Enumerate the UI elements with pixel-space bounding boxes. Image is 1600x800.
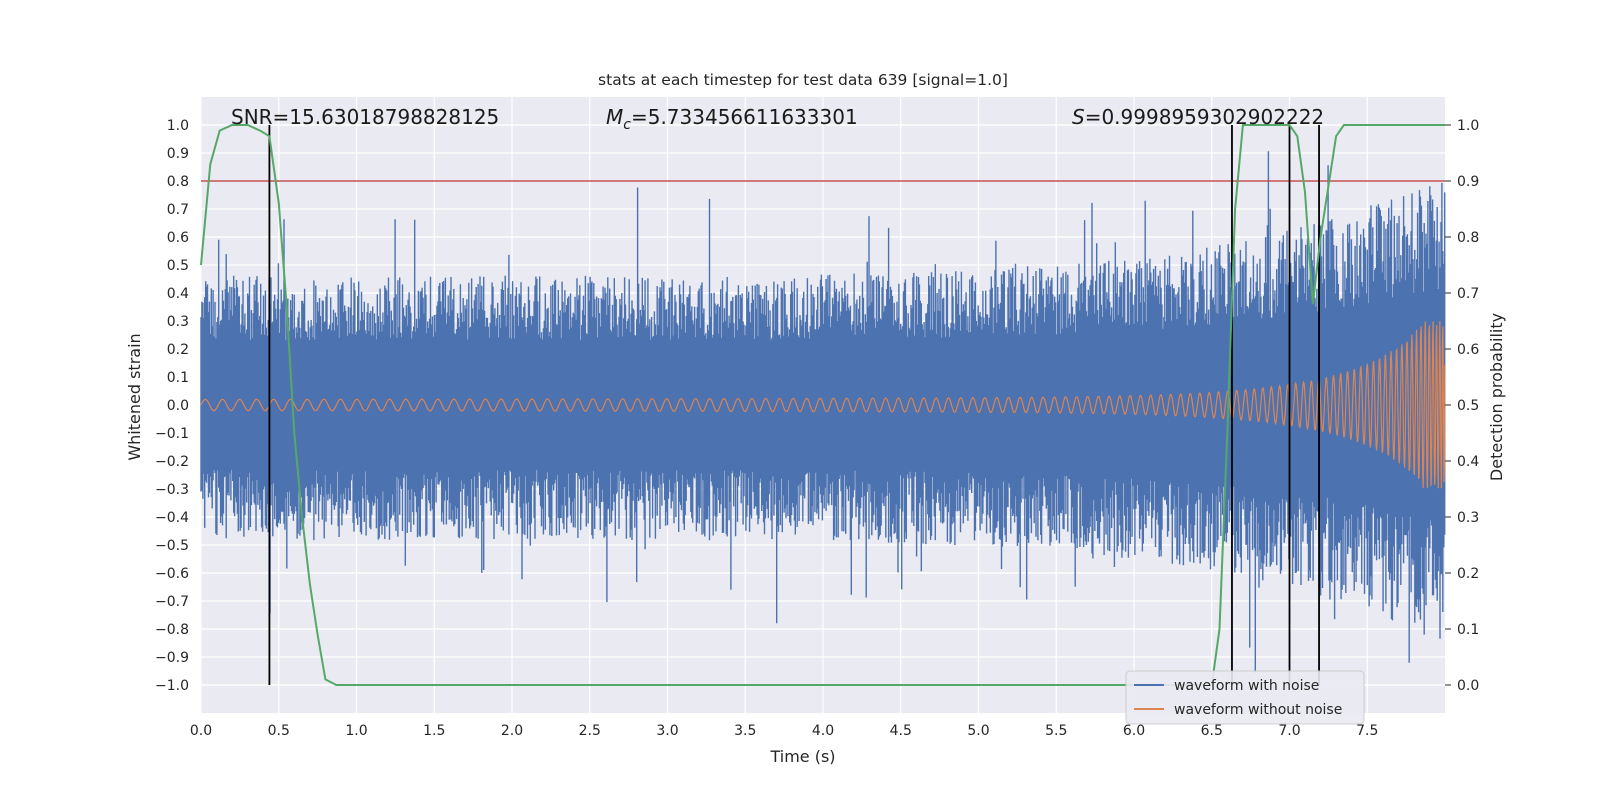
- y-tick-label: 0.1: [167, 370, 189, 386]
- chart-title: stats at each timestep for test data 639…: [598, 71, 1008, 89]
- x-tick-label: 6.5: [1201, 723, 1223, 739]
- y2-tick-labels: 1.0 0.9 0.8 0.7 0.6 0.5 0.4 0.3 0.2 0.1 0.0: [1445, 118, 1479, 694]
- x-tick-label: 6.0: [1123, 723, 1145, 739]
- y2-tick-label: 0.9: [1457, 174, 1479, 190]
- chirp-trace: [200, 321, 1446, 489]
- snr-annotation: SNR=15.63018798828125: [231, 105, 499, 129]
- chirp-mass-symbol: M: [606, 105, 623, 129]
- y-tick-labels: 1.0 0.9 0.8 0.7 0.6 0.5 0.4 0.3 0.2 0.1 0.0 −0.1 −0.…: [155, 118, 189, 694]
- legend: waveform with noise waveform without noi…: [1125, 670, 1365, 725]
- y-tick-label: −0.6: [155, 566, 189, 582]
- y-tick-label: −0.5: [155, 538, 189, 554]
- marker-vertical-lines: [268, 125, 1320, 685]
- y2-tick-label: 0.0: [1457, 678, 1479, 694]
- x-tick-label: 1.0: [345, 723, 367, 739]
- chirp-mass-annotation: Mc=5.733456611633301: [606, 105, 858, 133]
- y-tick-label: 0.2: [167, 342, 189, 358]
- x-tick-label: 2.0: [501, 723, 523, 739]
- y-axis-label: Whitened strain: [125, 333, 144, 460]
- y-tick-label: −1.0: [155, 678, 189, 694]
- x-tick-label: 5.0: [967, 723, 989, 739]
- chirp-mass-value: =5.733456611633301: [631, 105, 858, 129]
- y-tick-label: −0.8: [155, 622, 189, 638]
- y-tick-label: 0.5: [167, 258, 189, 274]
- x-tick-label: 3.0: [656, 723, 678, 739]
- series-waveform-without-noise: [200, 321, 1446, 489]
- score-annotation: S=0.9998959302902222: [1072, 105, 1324, 129]
- y-tick-label: −0.4: [155, 510, 189, 526]
- y2-tick-label: 1.0: [1457, 118, 1479, 134]
- y-tick-label: 0.8: [167, 174, 189, 190]
- x-tick-label: 4.5: [890, 723, 912, 739]
- y-tick-label: 0.4: [167, 286, 189, 302]
- series-detection-probability: [200, 124, 1445, 686]
- y-tick-label: 0.3: [167, 314, 189, 330]
- y-tick-label: 0.0: [167, 398, 189, 414]
- x-tick-label: 3.5: [734, 723, 756, 739]
- y-tick-label: −0.7: [155, 594, 189, 610]
- y-tick-label: 0.6: [167, 230, 189, 246]
- y2-tick-label: 0.5: [1457, 398, 1479, 414]
- x-tick-label: 7.5: [1356, 723, 1378, 739]
- y2-tick-label: 0.4: [1457, 454, 1479, 470]
- x-tick-labels: 0.0 0.5 1.0 1.5 2.0 2.5 3.0 3.5 4.0 4.5 5.0 5.5 6.0 6…: [190, 723, 1379, 739]
- y-tick-label: 1.0: [167, 118, 189, 134]
- x-tick-label: 4.0: [812, 723, 834, 739]
- legend-box: [1125, 670, 1365, 725]
- x-tick-label: 0.0: [190, 723, 212, 739]
- legend-label-noise: waveform with noise: [1174, 678, 1319, 694]
- y2-tick-label: 0.2: [1457, 566, 1479, 582]
- y-tick-label: 0.9: [167, 146, 189, 162]
- score-value: =0.9998959302902222: [1085, 105, 1324, 129]
- y2-tick-label: 0.8: [1457, 230, 1479, 246]
- y-tick-label: −0.3: [155, 482, 189, 498]
- x-tick-label: 1.5: [423, 723, 445, 739]
- y-tick-label: −0.1: [155, 426, 189, 442]
- x-tick-label: 0.5: [268, 723, 290, 739]
- y2-axis-label: Detection probability: [1487, 313, 1506, 481]
- x-axis-label: Time (s): [769, 747, 835, 766]
- legend-label-clean: waveform without noise: [1174, 702, 1342, 718]
- x-tick-label: 5.5: [1045, 723, 1067, 739]
- x-tick-label: 2.5: [579, 723, 601, 739]
- chirp-mass-subscript: c: [623, 117, 631, 133]
- y2-tick-label: 0.7: [1457, 286, 1479, 302]
- y-tick-label: 0.7: [167, 202, 189, 218]
- y-tick-label: −0.2: [155, 454, 189, 470]
- y2-tick-label: 0.6: [1457, 342, 1479, 358]
- y2-tick-label: 0.3: [1457, 510, 1479, 526]
- y2-tick-label: 0.1: [1457, 622, 1479, 638]
- y-tick-label: −0.9: [155, 650, 189, 666]
- x-tick-label: 7.0: [1278, 723, 1300, 739]
- score-symbol: S: [1072, 105, 1085, 129]
